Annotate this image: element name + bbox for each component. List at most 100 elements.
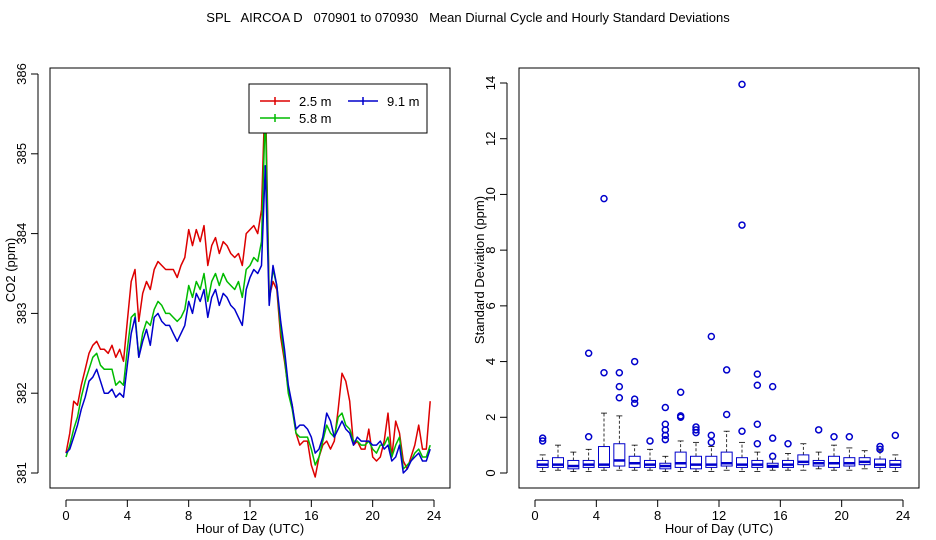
box-iqr — [628, 455, 641, 468]
outlier-point — [722, 410, 731, 419]
outlier-point — [753, 440, 762, 448]
box-hour — [582, 349, 595, 473]
box-hour — [828, 433, 840, 471]
y-tick-label: 386 — [14, 63, 29, 85]
outlier-point — [738, 221, 746, 229]
box-iqr — [674, 451, 687, 468]
box-iqr — [720, 451, 733, 467]
outlier-point — [661, 435, 670, 444]
x-tick-label: 0 — [62, 508, 69, 523]
box-hour — [843, 433, 856, 471]
outlier-point — [630, 399, 639, 408]
y-tick-label: 14 — [483, 76, 498, 90]
x-tick-label: 20 — [365, 508, 379, 523]
outlier-point — [600, 368, 608, 377]
box-iqr — [690, 455, 702, 470]
outlier-point — [692, 426, 700, 434]
outlier-point — [600, 194, 608, 203]
x-tick-label: 24 — [896, 508, 910, 523]
y-tick-label: 384 — [14, 223, 29, 245]
box-hour — [736, 80, 748, 473]
outlier-point — [768, 452, 777, 461]
box-iqr — [828, 455, 840, 468]
outlier-point — [753, 381, 762, 389]
outlier-point — [768, 382, 777, 391]
outlier-point — [784, 440, 792, 448]
x-axis-label: Hour of Day (UTC) — [196, 521, 304, 536]
y-tick-label: 385 — [14, 143, 29, 165]
legend: 2.5 m 5.8 m 9.1 m — [248, 83, 428, 134]
box-hour — [644, 437, 656, 471]
outlier-point — [753, 420, 762, 428]
box-iqr — [552, 457, 564, 468]
box-hour — [751, 370, 764, 473]
box-iqr — [843, 457, 856, 467]
box-hour — [628, 357, 641, 471]
y-tick-label: 10 — [483, 187, 498, 201]
box-iqr — [874, 458, 886, 468]
box-iqr — [705, 455, 718, 468]
box-hour — [889, 431, 902, 473]
x-axis-label: Hour of Day (UTC) — [665, 521, 773, 536]
y-tick-label: 382 — [14, 382, 29, 404]
x-tick-label: 12 — [712, 508, 726, 523]
outlier-point — [707, 438, 716, 447]
box-hour — [659, 403, 672, 473]
outlier-point — [814, 426, 823, 434]
outlier-point — [676, 412, 685, 420]
x-tick-label: 0 — [531, 508, 538, 523]
box-iqr — [736, 457, 748, 468]
outlier-point — [584, 433, 593, 441]
outlier-point — [630, 357, 639, 366]
outlier-point — [615, 382, 624, 391]
box-hour — [705, 332, 718, 473]
outlier-point — [845, 433, 854, 441]
y-tick-label: 4 — [483, 358, 498, 365]
y-tick-label: 12 — [483, 131, 498, 145]
x-tick-label: 24 — [427, 508, 441, 523]
outlier-point — [876, 442, 884, 451]
box-hour — [613, 368, 626, 471]
y-tick-label: 8 — [483, 247, 498, 254]
box-hour — [536, 434, 549, 473]
outlier-point — [630, 395, 639, 403]
legend-label: 2.5 m — [299, 94, 332, 109]
outlier-point — [615, 394, 624, 402]
y-axis-label: CO2 (ppm) — [3, 238, 18, 302]
y-tick-label: 381 — [14, 462, 29, 484]
page-title: SPL AIRCOA D 070901 to 070930 Mean Diurn… — [206, 10, 730, 25]
co2-diurnal-line-chart: 0 4 8 12 16 20 24 381 382 383 384 385 386 Hour of Da… — [3, 63, 451, 536]
x-tick-label: 20 — [834, 508, 848, 523]
box-hour — [766, 382, 779, 471]
x-tick-label: 12 — [243, 508, 257, 523]
box-hour — [598, 194, 610, 471]
box-hour — [858, 450, 871, 470]
outlier-point — [538, 434, 547, 442]
x-tick-label: 4 — [593, 508, 600, 523]
box-hour — [812, 426, 825, 470]
outlier-point — [692, 423, 700, 431]
box-hour — [720, 366, 733, 471]
y-tick-label: 0 — [483, 469, 498, 476]
box-iqr — [613, 443, 626, 467]
outlier-point — [753, 370, 762, 378]
outlier-point — [891, 431, 900, 440]
x-tick-label: 16 — [773, 508, 787, 523]
outlier-point — [876, 445, 884, 454]
outlier-point — [830, 433, 838, 441]
box-iqr — [598, 446, 610, 468]
series-line-5-8-m — [65, 109, 431, 470]
y-axis-label: Standard Deviation (ppm) — [472, 196, 487, 344]
outlier-point — [646, 437, 654, 445]
box-iqr — [797, 454, 810, 466]
outlier-point — [538, 437, 547, 445]
x-tick-label: 4 — [124, 508, 131, 523]
x-tick-label: 8 — [185, 508, 192, 523]
outlier-point — [722, 366, 731, 374]
box-hour — [797, 443, 810, 471]
box-hour — [690, 423, 702, 473]
box-iqr — [567, 459, 580, 470]
legend-label: 9.1 m — [387, 94, 420, 109]
